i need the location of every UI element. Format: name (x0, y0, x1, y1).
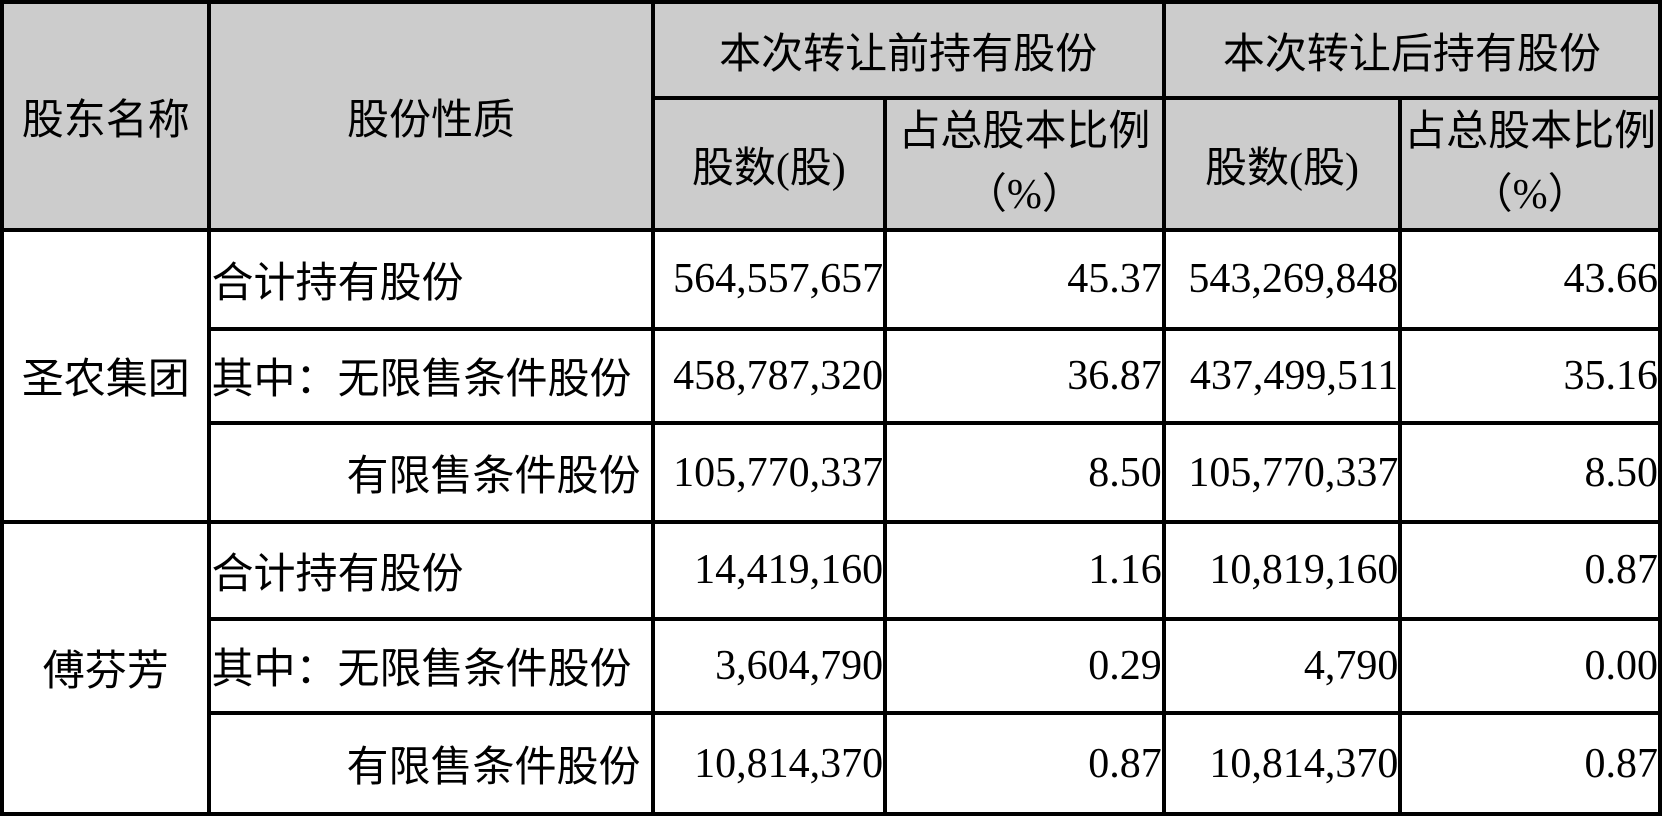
after-shares-cell: 4,790 (1161, 616, 1403, 716)
before-shares-cell: 10,814,370 (650, 711, 888, 816)
header-percentage-line2: （%） (1470, 172, 1590, 218)
header-row-subcolumns: 股数(股) 占总股本比例 （%） 股数(股) 占总股本比例 （%） (2, 96, 1662, 232)
table-row: 圣农集团 合计持有股份 564,557,657 45.37 543,269,84… (0, 228, 1662, 524)
before-shares-cell: 3,604,790 (650, 616, 888, 716)
header-group-before-transfer: 本次转让前持有股份 (650, 0, 1166, 100)
before-percentage-cell: 0.29 (883, 616, 1166, 716)
table-row: 有限售条件股份 10,814,370 0.87 10,814,370 0.87 (2, 711, 1662, 816)
table-row: 傅芬芳 合计持有股份 14,419,160 1.16 10,819,160 0.… (0, 519, 1662, 816)
after-percentage-cell: 8.50 (1398, 421, 1662, 524)
share-nature-cell: 合计持有股份 (207, 519, 655, 621)
header-percentage-line2: （%） (964, 172, 1084, 218)
share-nature-cell: 有限售条件股份 (207, 711, 655, 816)
header-percentage-line1: 占总股本比例 (898, 109, 1151, 155)
header-before-shares: 股数(股) (650, 96, 888, 232)
table-row: 其中：无限售条件股份 3,604,790 0.29 4,790 0.00 (2, 616, 1662, 716)
before-percentage-cell: 8.50 (883, 421, 1166, 524)
after-shares-cell: 10,814,370 (1161, 711, 1403, 816)
before-shares-cell: 14,419,160 (650, 519, 888, 621)
table-row: 有限售条件股份 105,770,337 8.50 105,770,337 8.5… (2, 421, 1662, 524)
header-shareholder-name: 股东名称 (0, 0, 212, 232)
header-row-groups: 股东名称 股份性质 本次转让前持有股份 本次转让后持有股份 (0, 0, 1662, 232)
after-shares-cell: 105,770,337 (1161, 421, 1403, 524)
before-percentage-cell: 45.37 (883, 228, 1166, 331)
share-nature-cell: 合计持有股份 (207, 228, 655, 331)
header-after-shares: 股数(股) (1161, 96, 1403, 232)
before-shares-cell: 105,770,337 (650, 421, 888, 524)
share-nature-cell: 有限售条件股份 (207, 421, 655, 524)
header-group-after-transfer: 本次转让后持有股份 (1161, 0, 1662, 100)
header-before-percentage: 占总股本比例 （%） (883, 96, 1166, 232)
after-percentage-cell: 0.00 (1398, 616, 1662, 716)
after-percentage-cell: 43.66 (1398, 228, 1662, 331)
shareholder-name-cell: 圣农集团 (0, 228, 212, 524)
before-percentage-cell: 0.87 (883, 711, 1166, 816)
before-percentage-cell: 1.16 (883, 519, 1166, 621)
after-shares-cell: 437,499,511 (1161, 326, 1403, 426)
table-row: 其中：无限售条件股份 458,787,320 36.87 437,499,511… (2, 326, 1662, 426)
share-nature-cell: 其中：无限售条件股份 (207, 616, 655, 716)
after-shares-cell: 543,269,848 (1161, 228, 1403, 331)
before-shares-cell: 458,787,320 (650, 326, 888, 426)
header-after-percentage: 占总股本比例 （%） (1398, 96, 1662, 232)
header-percentage-line1: 占总股本比例 (1404, 109, 1657, 155)
before-shares-cell: 564,557,657 (650, 228, 888, 331)
share-nature-cell: 其中：无限售条件股份 (207, 326, 655, 426)
after-percentage-cell: 35.16 (1398, 326, 1662, 426)
shareholder-name-cell: 傅芬芳 (0, 519, 212, 816)
after-percentage-cell: 0.87 (1398, 519, 1662, 621)
header-share-nature: 股份性质 (207, 0, 655, 232)
after-percentage-cell: 0.87 (1398, 711, 1662, 816)
after-shares-cell: 10,819,160 (1161, 519, 1403, 621)
before-percentage-cell: 36.87 (883, 326, 1166, 426)
